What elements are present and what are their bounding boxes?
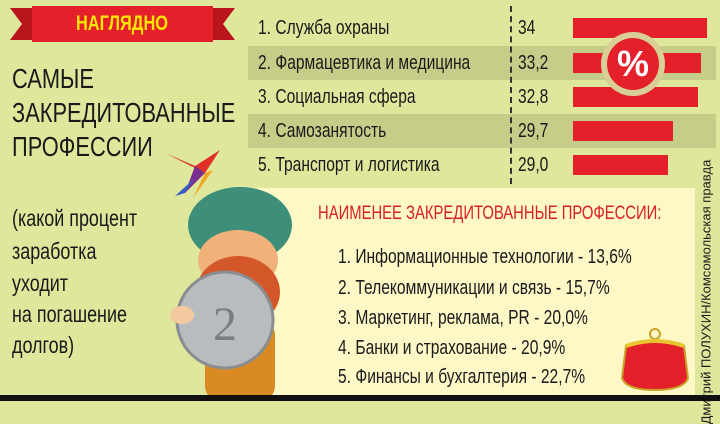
bar bbox=[573, 121, 673, 141]
footer-bar bbox=[0, 395, 720, 401]
divider-dashed bbox=[510, 6, 512, 184]
value-label: 32,8 bbox=[518, 86, 549, 108]
subtitle-line: долгов) bbox=[12, 332, 75, 358]
value-label: 34 bbox=[518, 17, 536, 39]
bar bbox=[573, 18, 707, 38]
subtitle-line: на погашение bbox=[12, 301, 127, 327]
least-item: 3. Маркетинг, реклама, PR - 20,0% bbox=[338, 307, 588, 329]
subtitle-line: (какой процент bbox=[12, 205, 138, 231]
category-label: 5. Транспорт и логистика bbox=[258, 154, 440, 176]
category-label: 2. Фармацевтика и медицина bbox=[258, 52, 471, 74]
least-item: 2. Телекоммуникации и связь - 15,7% bbox=[338, 277, 610, 299]
credit-strip bbox=[695, 188, 717, 395]
least-panel bbox=[237, 188, 695, 395]
bar bbox=[573, 87, 698, 107]
category-label: 3. Социальная сфера bbox=[258, 86, 416, 108]
value-label: 29,7 bbox=[518, 120, 549, 142]
least-item: 1. Информационные технологии - 13,6% bbox=[338, 246, 632, 268]
least-heading: НАИМЕНЕЕ ЗАКРЕДИТОВАННЫЕ ПРОФЕССИИ: bbox=[318, 203, 662, 224]
title-line: САМЫЕ bbox=[12, 63, 94, 94]
title-line: ПРОФЕССИИ bbox=[12, 131, 153, 162]
gnome-with-coin-illustration: 2 bbox=[170, 187, 292, 401]
value-label: 33,2 bbox=[518, 52, 549, 74]
subtitle-line: уходит bbox=[12, 270, 69, 296]
ribbon-label: НАГЛЯДНО bbox=[76, 12, 169, 35]
value-label: 29,0 bbox=[518, 154, 549, 176]
least-item: 5. Финансы и бухгалтерия - 22,7% bbox=[338, 366, 586, 388]
ribbon-banner bbox=[10, 6, 235, 42]
subtitle-line: заработка bbox=[12, 238, 97, 264]
title-line: ЗАКРЕДИТОВАННЫЕ bbox=[12, 97, 236, 128]
category-label: 4. Самозанятость bbox=[258, 120, 387, 142]
least-item: 4. Банки и страхование - 20,9% bbox=[338, 337, 566, 359]
percent-icon: % bbox=[601, 32, 665, 96]
svg-text:%: % bbox=[617, 43, 649, 84]
svg-text:2: 2 bbox=[213, 298, 237, 351]
category-label: 1. Служба охраны bbox=[258, 17, 390, 39]
purse-icon bbox=[620, 328, 690, 392]
bird-logo-icon bbox=[165, 150, 220, 198]
bar bbox=[573, 155, 668, 175]
photo-credit: Дмитрий ПОЛУХИН/Комсомольская правда bbox=[698, 159, 714, 424]
